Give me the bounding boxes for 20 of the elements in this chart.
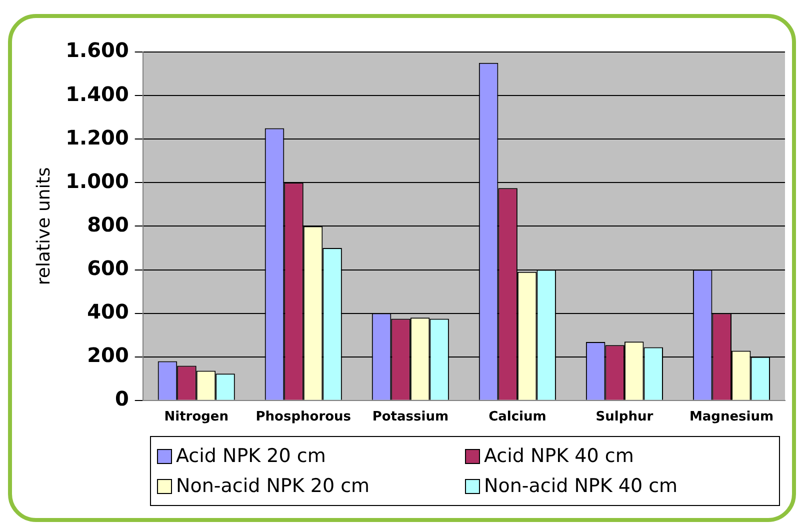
legend-label: Acid NPK 40 cm: [484, 445, 634, 467]
x-tick-label: Magnesium: [689, 410, 774, 425]
x-tick-label: Potassium: [372, 410, 449, 425]
legend-label: Acid NPK 20 cm: [176, 445, 326, 467]
y-tick-label: 800: [87, 212, 129, 236]
y-tick-label: 400: [87, 300, 129, 324]
legend-label: Non-acid NPK 20 cm: [176, 475, 370, 497]
y-tick-label: 1.600: [66, 38, 129, 62]
y-tick-label: 0: [114, 386, 129, 411]
legend-label: Non-acid NPK 40 cm: [484, 475, 678, 497]
x-tick-label: Calcium: [488, 410, 546, 425]
y-axis-title: relative units: [33, 167, 54, 286]
y-tick-label: 200: [87, 343, 129, 368]
y-tick-label: 1.400: [66, 82, 129, 106]
x-tick-label: Phosphorous: [256, 410, 352, 425]
y-tick-label: 600: [87, 256, 129, 280]
x-tick-label: Sulphur: [596, 410, 654, 425]
y-tick-label: 1.200: [66, 125, 129, 150]
y-tick-label: 1.000: [66, 168, 129, 193]
x-tick-label: Nitrogen: [164, 410, 229, 425]
